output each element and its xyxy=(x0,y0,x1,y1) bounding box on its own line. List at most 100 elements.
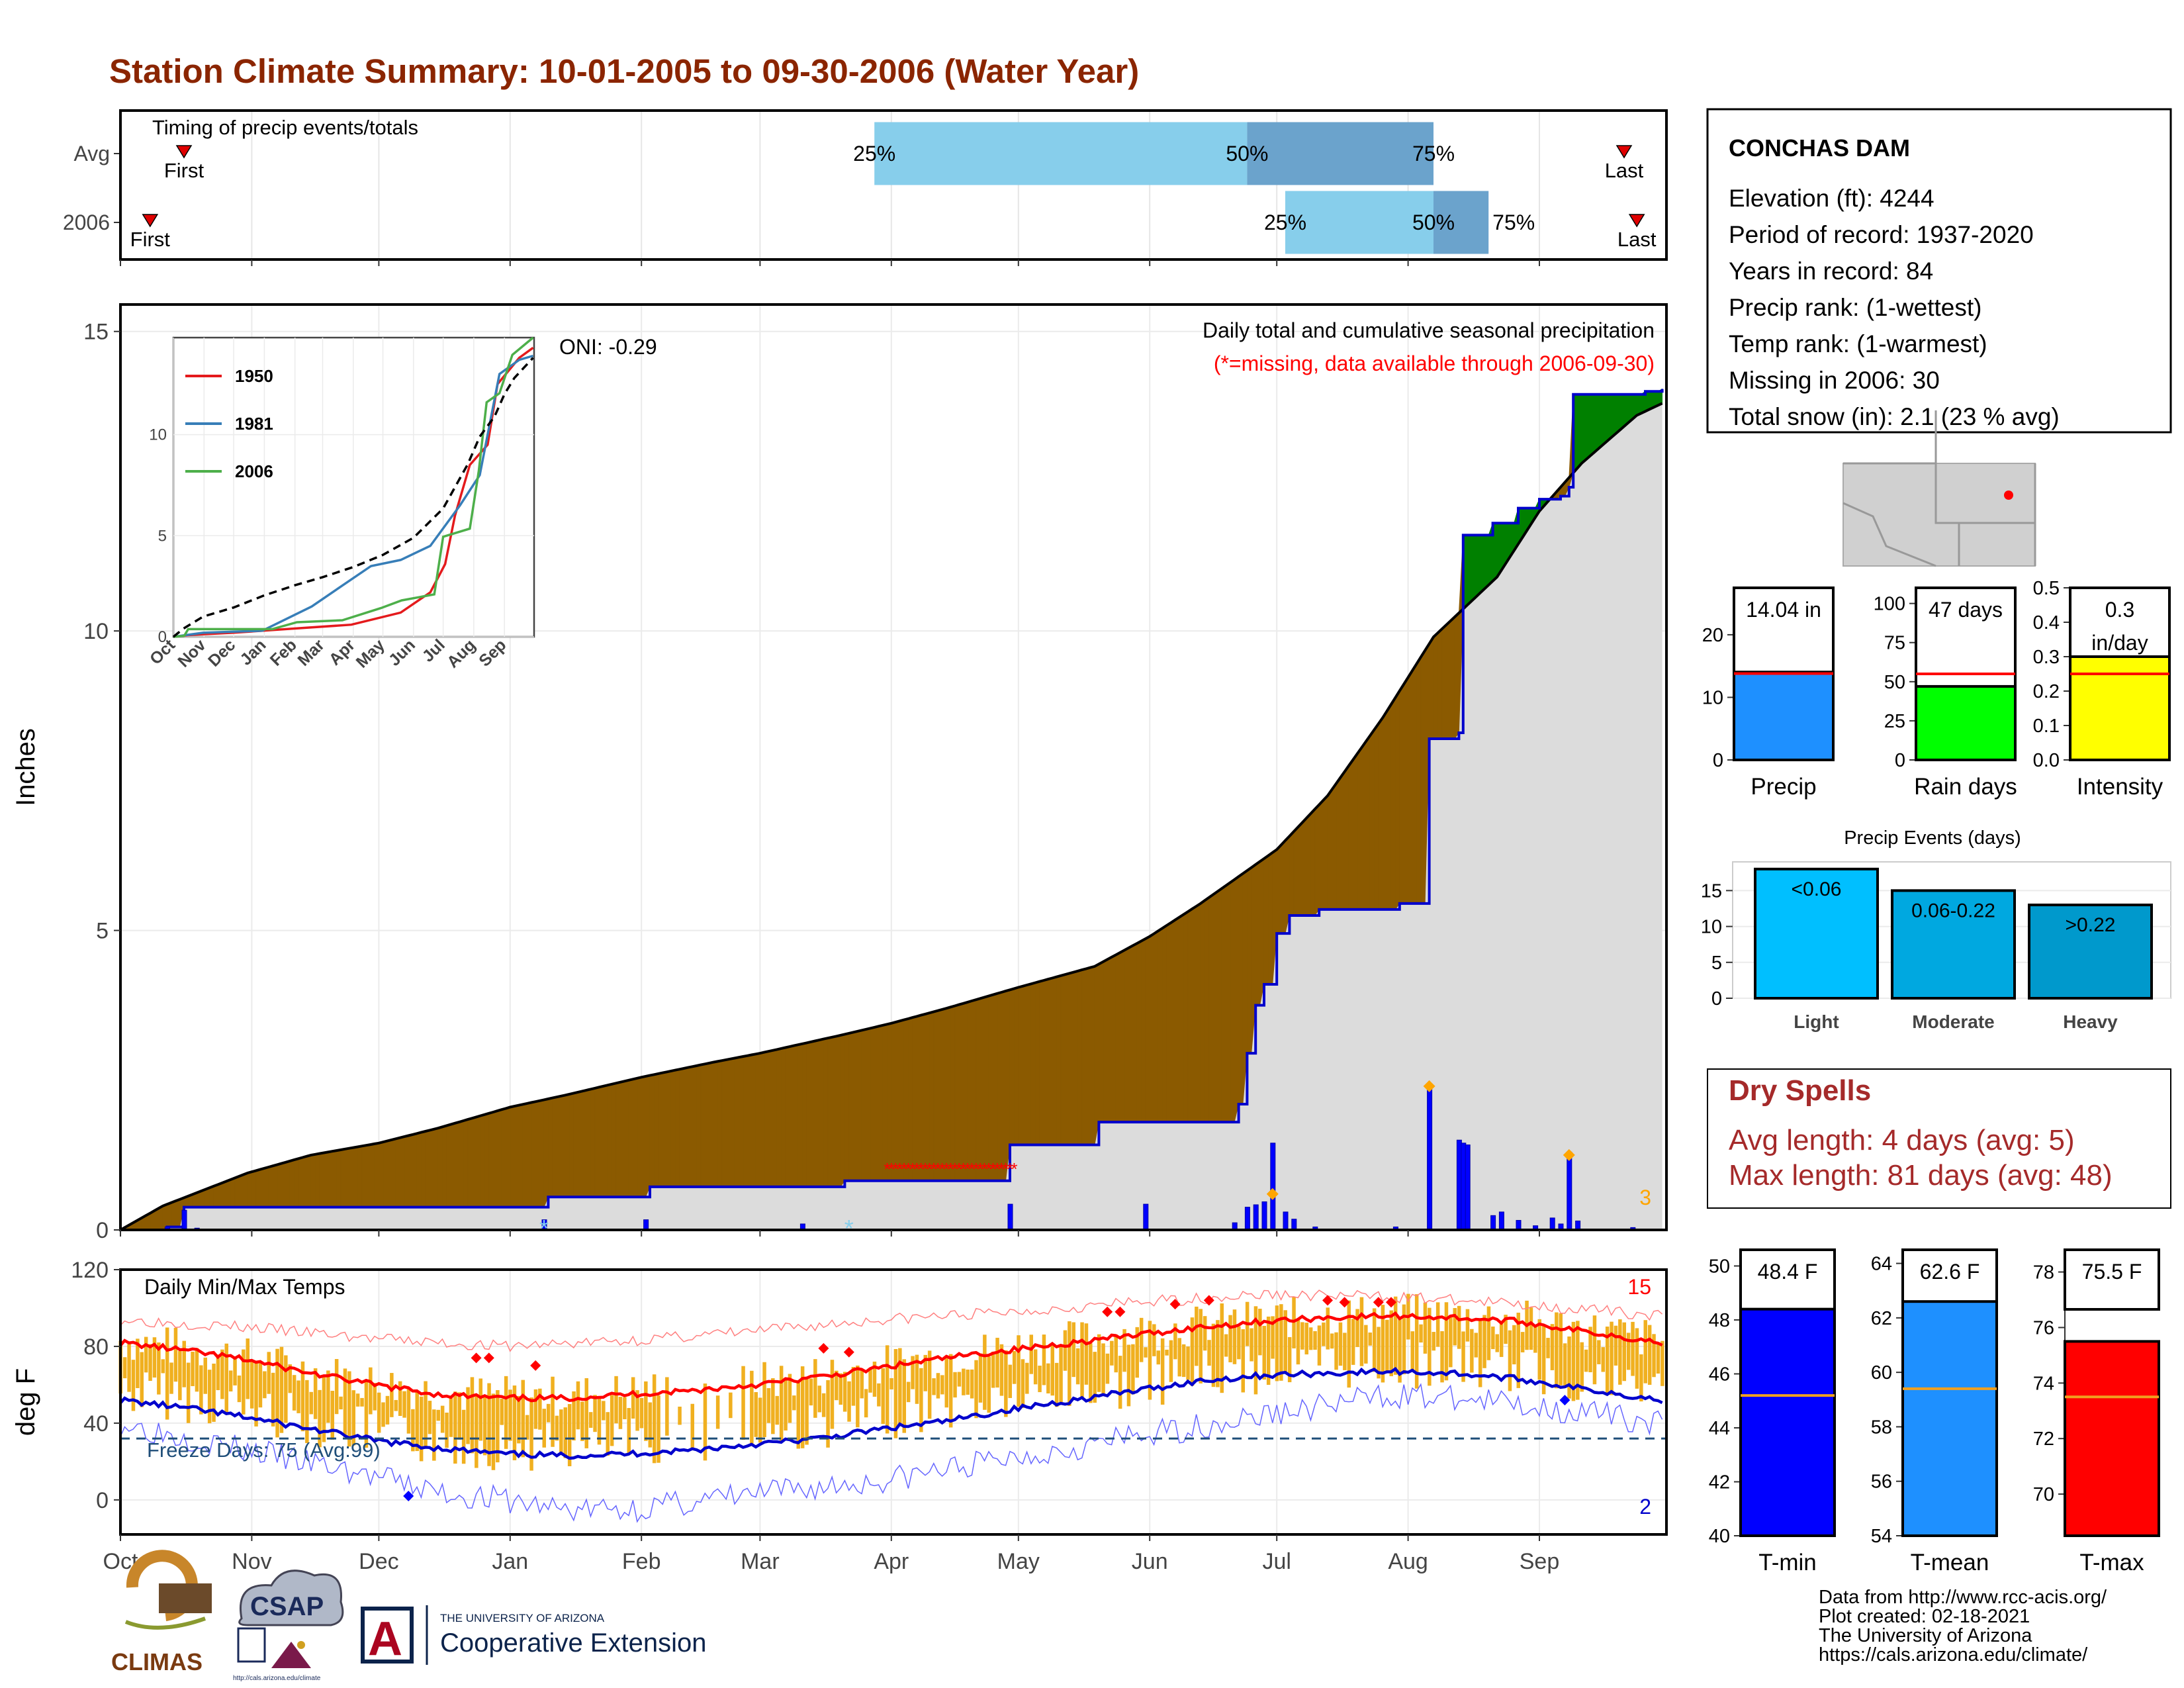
cumulative-difference-slice xyxy=(1390,696,1396,910)
cumulative-difference-slice xyxy=(302,1156,308,1208)
cumulative-difference-slice xyxy=(979,996,985,1182)
daily-temp-range-bar xyxy=(1050,1345,1054,1396)
daily-precip-bar xyxy=(1549,1217,1555,1231)
daily-temp-range-bar xyxy=(1389,1310,1393,1377)
cumulative-difference-slice xyxy=(310,1154,316,1208)
cumulative-difference-slice xyxy=(954,1004,960,1182)
cumulative-difference-slice xyxy=(1247,867,1252,1054)
cumulative-difference-slice xyxy=(314,1153,320,1208)
cumulative-difference-slice xyxy=(319,1152,324,1208)
x-tick-label: May xyxy=(997,1549,1040,1574)
cumulative-difference-slice xyxy=(277,1163,282,1208)
record-high-marker xyxy=(530,1360,541,1371)
record-high-marker xyxy=(1102,1306,1113,1317)
daily-temp-range-bar xyxy=(877,1383,881,1407)
daily-temp-range-bar xyxy=(754,1391,758,1437)
plot-frame xyxy=(119,1268,1668,1536)
daily-temp-range-bar xyxy=(453,1391,457,1464)
daily-precip-bar xyxy=(1427,1088,1433,1231)
cumulative-difference-slice xyxy=(755,1053,760,1188)
timing-bar-25-50 xyxy=(874,122,1248,185)
cumulative-difference-slice xyxy=(649,1074,655,1188)
daily-temp-range-bar xyxy=(1661,1340,1664,1386)
timing-bar-50-75 xyxy=(1433,191,1489,254)
record-high-marker xyxy=(818,1342,829,1354)
summary-bar xyxy=(1739,1307,1836,1538)
missing-data-marker: * xyxy=(918,1159,925,1179)
cumulative-difference-slice xyxy=(222,1180,227,1208)
daily-temp-range-bar xyxy=(957,1372,962,1387)
daily-temp-range-bar xyxy=(1643,1320,1647,1383)
precip-events-chart: Precip Events (days) 0 5 10 15 <0.06 Light 0.06… xyxy=(1701,827,2171,1032)
cumulative-difference-slice xyxy=(400,1136,405,1208)
daily-temp-range-bar xyxy=(1656,1342,1661,1374)
inset-legend-label: 1950 xyxy=(235,366,273,386)
daily-temp-range-bar xyxy=(970,1369,974,1399)
bar-value-label: 14.04 in xyxy=(1746,598,1821,622)
daily-precip-bar xyxy=(181,1209,187,1231)
daily-temp-range-bar xyxy=(1605,1327,1610,1393)
bar-value-label: in/day xyxy=(2091,631,2148,655)
daily-temp-range-bar xyxy=(627,1407,631,1454)
cumulative-difference-slice xyxy=(823,1037,829,1188)
daily-temp-range-bar xyxy=(538,1388,542,1430)
daily-precip-bar xyxy=(1007,1203,1013,1231)
cumulative-difference-slice xyxy=(527,1102,532,1208)
daily-temp-range-bar xyxy=(496,1390,500,1463)
cumulative-difference-slice xyxy=(789,1045,794,1188)
station-info-line: Precip rank: (1-wettest) xyxy=(1729,294,1981,321)
cumulative-difference-slice xyxy=(857,1029,862,1182)
daily-precip-bar xyxy=(1261,1201,1267,1231)
daily-temp-range-bar xyxy=(1266,1316,1271,1385)
missing-data-marker: * xyxy=(892,1159,899,1179)
cumulative-difference-slice xyxy=(908,1017,913,1182)
daily-temp-range-bar xyxy=(936,1373,940,1399)
daily-temp-range-bar xyxy=(1546,1338,1550,1358)
daily-temp-range-bar xyxy=(703,1383,707,1461)
daily-temp-range-bar xyxy=(1385,1319,1389,1372)
missing-data-marker: * xyxy=(939,1159,946,1179)
y-tick-label: 50 xyxy=(1709,1256,1730,1277)
cumulative-difference-slice xyxy=(484,1113,490,1208)
daily-temp-range-bar xyxy=(1097,1334,1101,1392)
daily-temp-range-bar xyxy=(1199,1309,1203,1383)
daily-temp-range-bar xyxy=(508,1389,512,1441)
cumulative-difference-slice xyxy=(421,1131,426,1208)
daily-temp-range-bar xyxy=(131,1360,136,1411)
daily-temp-range-bar xyxy=(517,1395,521,1444)
snow-marker: * xyxy=(844,1215,854,1242)
cumulative-difference-slice xyxy=(548,1098,553,1197)
cumulative-difference-slice xyxy=(1221,884,1226,1123)
cumulative-difference-slice xyxy=(679,1068,684,1188)
timing-marker xyxy=(142,214,159,228)
cumulative-difference-slice xyxy=(328,1150,333,1208)
daily-temp-range-bar xyxy=(419,1396,424,1462)
daily-temp-range-bar xyxy=(588,1412,593,1428)
y-axis-label: deg F xyxy=(11,1368,40,1436)
daily-temp-range-bar xyxy=(974,1360,978,1419)
record-precip-marker xyxy=(1266,1188,1279,1200)
category-label: Precip xyxy=(1751,774,1816,800)
cumulative-difference-slice xyxy=(598,1086,604,1197)
daily-temp-range-bar xyxy=(233,1358,237,1385)
cumulative-difference-slice xyxy=(1208,894,1214,1123)
oni-label: ONI: -0.29 xyxy=(559,335,657,359)
daily-temp-range-bar xyxy=(1571,1321,1576,1401)
cumulative-difference-slice xyxy=(1217,888,1222,1123)
daily-temp-range-bar xyxy=(203,1357,207,1394)
daily-temp-range-bar xyxy=(1080,1322,1084,1399)
chart-title: Daily total and cumulative seasonal prec… xyxy=(1203,318,1655,342)
daily-temp-range-bar xyxy=(1474,1333,1478,1358)
cumulative-difference-slice xyxy=(637,1076,642,1197)
cumulative-difference-slice xyxy=(1263,855,1269,985)
cumulative-difference-slice xyxy=(1064,972,1069,1145)
daily-temp-range-bar xyxy=(652,1374,657,1464)
daily-temp-range-bar xyxy=(1262,1325,1266,1380)
cumulative-difference-slice xyxy=(942,1008,947,1182)
cumulative-difference-slice xyxy=(895,1020,900,1182)
inset-y-tick-label: 0 xyxy=(158,628,167,646)
daily-temp-range-bar xyxy=(584,1378,588,1448)
daily-temp-range-bar xyxy=(157,1342,161,1395)
x-tick-label: Jun xyxy=(1132,1549,1168,1574)
